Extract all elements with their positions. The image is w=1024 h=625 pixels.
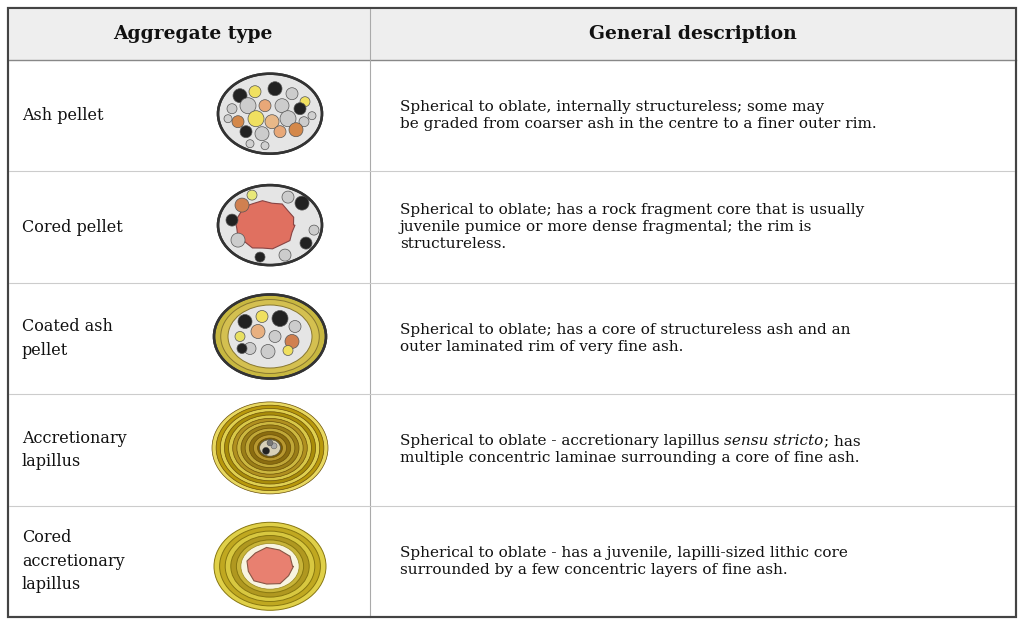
Text: Spherical to oblate, internally structureless; some may: Spherical to oblate, internally structur… [400,100,824,114]
Text: Spherical to oblate - accretionary lapillus: Spherical to oblate - accretionary lapil… [400,434,724,448]
Circle shape [295,196,309,210]
Text: Ash pellet: Ash pellet [22,107,103,124]
Circle shape [261,142,269,150]
Circle shape [265,115,279,129]
Text: juvenile pumice or more dense fragmental; the rim is: juvenile pumice or more dense fragmental… [400,220,812,234]
Circle shape [286,88,298,100]
Circle shape [272,311,288,326]
Circle shape [227,104,237,114]
Ellipse shape [258,438,283,458]
Text: Spherical to oblate; has a rock fragment core that is usually: Spherical to oblate; has a rock fragment… [400,203,864,217]
Circle shape [232,116,244,128]
Text: Coated ash
pellet: Coated ash pellet [22,318,113,359]
Ellipse shape [224,412,315,484]
Ellipse shape [241,543,299,589]
Ellipse shape [237,540,303,592]
Ellipse shape [212,402,328,494]
Ellipse shape [237,422,303,474]
Circle shape [231,233,245,247]
Circle shape [282,191,294,203]
Text: be graded from coarser ash in the centre to a finer outer rim.: be graded from coarser ash in the centre… [400,118,877,131]
Circle shape [255,252,265,262]
Circle shape [271,443,278,449]
Ellipse shape [225,531,314,601]
Ellipse shape [219,527,321,606]
Ellipse shape [218,185,322,265]
Circle shape [224,115,232,122]
Circle shape [283,346,293,356]
Ellipse shape [228,305,312,368]
Circle shape [309,225,319,235]
Circle shape [240,126,252,138]
Circle shape [246,140,254,148]
Text: multiple concentric laminae surrounding a core of fine ash.: multiple concentric laminae surrounding … [400,451,859,466]
Text: outer laminated rim of very fine ash.: outer laminated rim of very fine ash. [400,340,683,354]
Circle shape [240,98,256,114]
Polygon shape [236,201,295,249]
Ellipse shape [214,522,326,610]
Circle shape [249,86,261,98]
Circle shape [238,314,252,329]
Text: Accretionary
lapillus: Accretionary lapillus [22,429,127,470]
Circle shape [268,82,282,96]
Circle shape [244,342,256,354]
Circle shape [289,122,303,137]
Ellipse shape [218,74,322,154]
Text: Spherical to oblate - has a juvenile, lapilli-sized lithic core: Spherical to oblate - has a juvenile, la… [400,546,848,560]
Circle shape [267,440,273,446]
Circle shape [280,111,296,127]
Circle shape [259,100,271,112]
Circle shape [261,344,275,359]
Circle shape [294,102,306,115]
Circle shape [269,331,281,342]
Ellipse shape [216,405,324,491]
Circle shape [247,190,257,200]
Ellipse shape [221,299,319,374]
Text: Cored
accretionary
lapillus: Cored accretionary lapillus [22,529,125,593]
Circle shape [289,321,301,332]
Circle shape [226,214,238,226]
Text: ; has: ; has [823,434,860,448]
Circle shape [237,344,247,354]
Text: General description: General description [589,25,797,43]
Circle shape [300,237,312,249]
Circle shape [234,198,249,212]
Text: Spherical to oblate; has a core of structureless ash and an: Spherical to oblate; has a core of struc… [400,323,851,337]
Text: sensu stricto: sensu stricto [724,434,823,448]
Circle shape [251,324,265,339]
Circle shape [300,97,310,107]
Circle shape [279,249,291,261]
Text: structureless.: structureless. [400,237,506,251]
Ellipse shape [228,415,311,481]
Polygon shape [247,548,294,584]
Ellipse shape [232,418,307,478]
Circle shape [285,334,299,349]
Ellipse shape [259,439,281,456]
Circle shape [248,111,264,127]
Circle shape [233,89,247,102]
Ellipse shape [241,425,299,471]
Ellipse shape [253,435,287,461]
Circle shape [262,448,269,454]
Ellipse shape [214,294,326,379]
Ellipse shape [230,536,309,597]
Circle shape [299,117,309,127]
Ellipse shape [245,428,295,468]
Bar [8,8,1016,60]
Circle shape [255,127,269,141]
Ellipse shape [220,409,319,488]
Circle shape [275,99,289,112]
Circle shape [256,311,268,322]
Circle shape [308,112,316,120]
Circle shape [274,126,286,138]
Text: Aggregate type: Aggregate type [114,25,272,43]
Text: surrounded by a few concentric layers of fine ash.: surrounded by a few concentric layers of… [400,562,787,577]
Circle shape [234,331,245,341]
Ellipse shape [249,431,291,464]
Text: Cored pellet: Cored pellet [22,219,123,236]
